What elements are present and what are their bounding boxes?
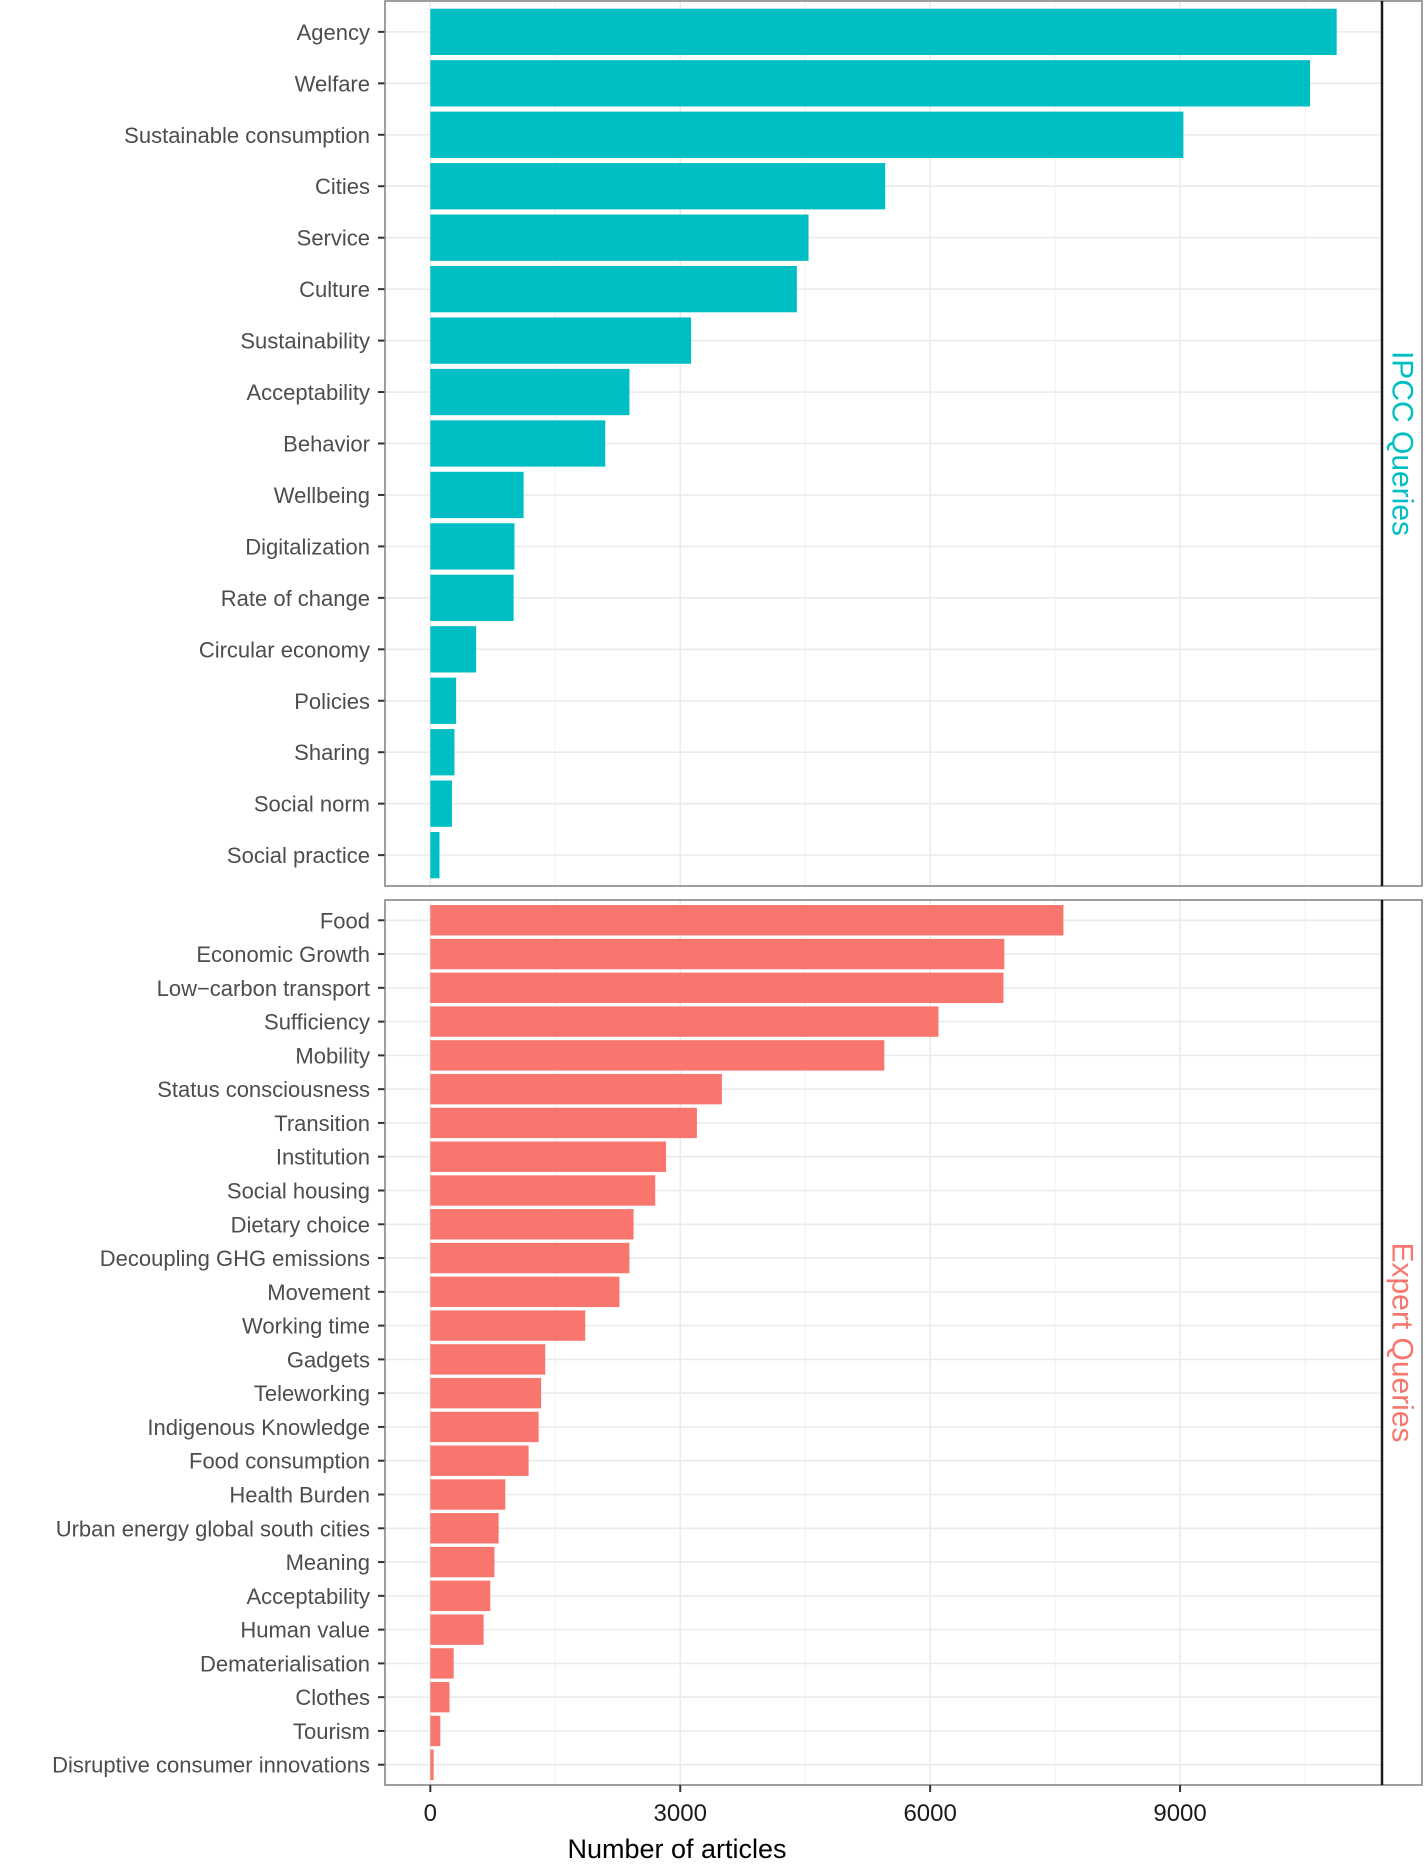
bar: [430, 626, 477, 673]
bar: [430, 214, 809, 261]
bar: [430, 420, 606, 467]
y-tick-label: Sustainable consumption: [124, 123, 370, 148]
x-axis: 0 3000 6000 9000: [424, 1785, 1207, 1827]
bar: [430, 265, 797, 313]
y-tick-label: Low−carbon transport: [157, 976, 370, 1001]
bar: [430, 1276, 620, 1308]
y-tick-label: Meaning: [286, 1550, 370, 1575]
y-tick-label: Rate of change: [221, 586, 370, 611]
y-tick-label: Service: [297, 226, 370, 251]
y-tick-label: Teleworking: [254, 1381, 370, 1406]
bar: [430, 780, 452, 827]
bar: [430, 1377, 542, 1409]
y-tick-label: Health Burden: [229, 1483, 370, 1508]
bar: [430, 574, 514, 622]
x-axis-title: Number of articles: [567, 1834, 786, 1864]
y-tick-label: Acceptability: [246, 1584, 370, 1609]
y-tick-label: Economic Growth: [196, 942, 370, 967]
y-tick-label: Movement: [267, 1280, 370, 1305]
y-tick-label: Sharing: [294, 740, 370, 765]
bar: [430, 317, 692, 364]
y-tick-label: Dietary choice: [231, 1212, 370, 1237]
bar: [430, 938, 1005, 970]
bar: [430, 1073, 722, 1105]
y-tick-label: Disruptive consumer innovations: [52, 1753, 370, 1778]
bar: [430, 1411, 539, 1443]
y-tick-label: Social practice: [227, 843, 370, 868]
y-tick-label: Indigenous Knowledge: [147, 1415, 370, 1440]
y-tick-label: Social norm: [254, 792, 370, 817]
y-tick-label: Transition: [274, 1111, 370, 1136]
y-tick-label: Digitalization: [245, 534, 370, 559]
bar: [430, 972, 1004, 1004]
y-tick-label: Food consumption: [189, 1449, 370, 1474]
y-tick-label: Culture: [299, 277, 370, 302]
y-tick-label: Working time: [242, 1314, 370, 1339]
bar: [430, 111, 1184, 158]
bar: [430, 1614, 484, 1645]
bar: [430, 1040, 885, 1071]
y-tick-label: Gadgets: [287, 1347, 370, 1372]
bar: [430, 8, 1337, 56]
bar: [430, 1310, 586, 1341]
bar: [430, 905, 1064, 936]
y-tick-label: Status consciousness: [157, 1077, 370, 1102]
bar: [430, 1107, 697, 1139]
bar: [430, 1445, 529, 1476]
y-tick-label: Cities: [315, 174, 370, 199]
y-tick-label: Clothes: [295, 1685, 370, 1710]
bar: [430, 1681, 450, 1713]
y-tick-label: Welfare: [295, 71, 370, 96]
bar: [430, 1648, 454, 1679]
bar: [430, 1209, 634, 1240]
bar: [430, 1749, 434, 1780]
bar: [430, 677, 457, 724]
y-tick-label: Wellbeing: [274, 483, 370, 508]
bar: [430, 1479, 506, 1510]
bar: [430, 523, 515, 570]
bar: [430, 1546, 495, 1578]
y-tick-label: Dematerialisation: [200, 1651, 370, 1676]
y-tick-label: Mobility: [295, 1043, 370, 1068]
bar: [430, 368, 630, 416]
y-tick-label: Social housing: [227, 1178, 370, 1203]
bar: [430, 831, 440, 879]
bar: [430, 1242, 630, 1274]
y-tick-label: Institution: [276, 1145, 370, 1170]
bar: [430, 1006, 939, 1037]
bar: [430, 1141, 667, 1172]
panel-ipcc-queries: Agency Welfare Sustainable consumption Citi…: [124, 0, 1423, 887]
bar: [430, 1715, 441, 1747]
y-tick-label: Food: [320, 908, 370, 933]
y-tick-label: Human value: [240, 1618, 370, 1643]
y-tick-label: Policies: [294, 689, 370, 714]
bar: [430, 163, 886, 210]
bar: [430, 1344, 546, 1375]
facet-strip-label: IPCC Queries: [1386, 351, 1419, 536]
panel-expert-queries: Food Economic Growth Low−carbon transport S…: [52, 899, 1423, 1786]
bar: [430, 60, 1311, 107]
x-tick-label: 3000: [654, 1800, 707, 1827]
facet-strip-label: Expert Queries: [1386, 1242, 1419, 1442]
bar: [430, 1580, 491, 1612]
x-tick-label: 0: [424, 1800, 437, 1827]
x-tick-label: 6000: [903, 1800, 956, 1827]
bar: [430, 471, 524, 519]
x-tick-label: 9000: [1153, 1800, 1206, 1827]
y-tick-label: Decoupling GHG emissions: [100, 1246, 370, 1271]
y-tick-label: Agency: [297, 20, 370, 45]
y-tick-label: Behavior: [283, 432, 370, 457]
y-tick-label: Sufficiency: [264, 1010, 370, 1035]
y-tick-label: Circular economy: [199, 637, 370, 662]
bar: [430, 1175, 656, 1206]
y-tick-label: Sustainability: [240, 329, 370, 354]
bar: [430, 729, 455, 776]
facet-strip: [1381, 0, 1423, 887]
y-tick-label: Urban energy global south cities: [56, 1516, 370, 1541]
y-tick-label: Acceptability: [246, 380, 370, 405]
y-tick-label: Tourism: [293, 1719, 370, 1744]
bar: [430, 1513, 499, 1544]
